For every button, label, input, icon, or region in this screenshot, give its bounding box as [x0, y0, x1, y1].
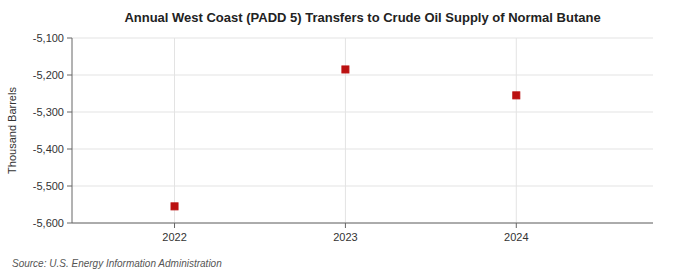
y-tick-label: -5,100 [33, 32, 64, 44]
grid [72, 38, 653, 223]
y-grid-line [72, 223, 653, 224]
chart-container: -5,100 -5,200 -5,300 -5,400 -5,500 -5,600 2022… [0, 0, 675, 275]
x-tick [174, 223, 175, 228]
y-tick-label: -5,200 [33, 69, 64, 81]
y-grid-line [72, 75, 653, 76]
y-grid-line [72, 149, 653, 150]
y-tick [67, 112, 72, 113]
source-note: Source: U.S. Energy Information Administ… [12, 258, 222, 269]
y-tick [67, 223, 72, 224]
point [171, 203, 178, 210]
x-tick-label: 2022 [162, 231, 186, 243]
x-axis-line [72, 223, 653, 224]
chart-svg: -5,100 -5,200 -5,300 -5,400 -5,500 -5,600 2022… [0, 0, 675, 275]
y-grid-line [72, 38, 653, 39]
y-tick-label: -5,400 [33, 143, 64, 155]
y-grid-line [72, 186, 653, 187]
title: Annual West Coast (PADD 5) Transfers to … [124, 10, 600, 25]
x-grid-line [516, 38, 517, 223]
y-tick [67, 38, 72, 39]
x-tick [345, 223, 346, 228]
y-tick [67, 149, 72, 150]
y-grid-line [72, 112, 653, 113]
y-axis-line [72, 38, 73, 223]
y-axis-label: Thousand Barrels [6, 87, 18, 174]
y-tick [67, 186, 72, 187]
x-tick-label: 2023 [333, 231, 357, 243]
x-tick-label: 2024 [504, 231, 528, 243]
point [342, 66, 349, 73]
point [513, 92, 520, 99]
y-tick-label: -5,600 [33, 217, 64, 229]
y-tick [67, 75, 72, 76]
points [171, 66, 520, 210]
y-tick-label: -5,300 [33, 106, 64, 118]
x-grid-line [174, 38, 175, 223]
x-tick [516, 223, 517, 228]
y-tick-label: -5,500 [33, 180, 64, 192]
axes: -5,100 -5,200 -5,300 -5,400 -5,500 -5,600 2022… [33, 32, 653, 243]
